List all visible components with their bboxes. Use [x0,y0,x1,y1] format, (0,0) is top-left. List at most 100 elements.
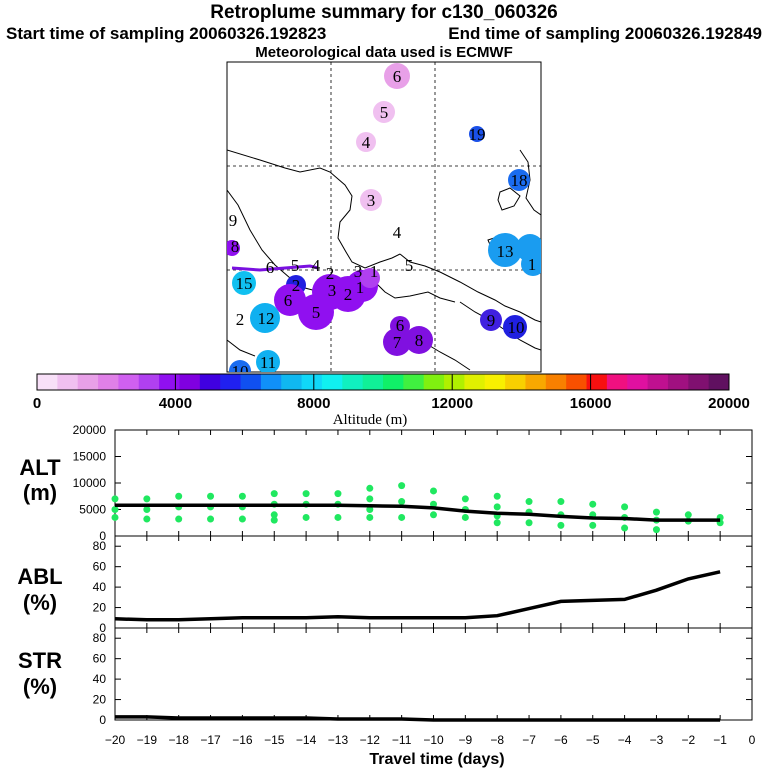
y-tick-label: 20 [93,693,107,707]
coastline [497,187,521,211]
y-tick-label: 40 [93,672,107,686]
x-tick-label: −14 [296,733,317,747]
x-tick-label: −7 [522,733,536,747]
scatter-point [366,484,374,492]
colorbar-tick-label: 12000 [431,395,473,412]
y-tick-label: 10000 [73,476,107,490]
y-tick-label: 20000 [73,423,107,437]
scatter-point [461,495,469,503]
colorbar-cell [505,374,526,390]
plume-circle [503,315,527,339]
scatter-point [143,495,151,503]
x-tick-label: −6 [554,733,568,747]
x-tick-label: −8 [490,733,504,747]
coastline [519,149,541,216]
scatter-point [621,503,629,511]
colorbar-cell [138,374,160,390]
scatter-point [270,516,278,524]
map-label: 5 [405,256,414,275]
colorbar-cell [301,374,323,390]
map-label: 5 [291,256,300,275]
x-tick-label: −15 [264,733,285,747]
map-label: 15 [236,274,253,293]
map-label: 3 [354,262,363,281]
plume-circle [360,268,380,288]
scatter-point [334,513,342,521]
x-tick-label: −2 [681,733,695,747]
map-label: 11 [260,353,276,372]
colorbar-cells [37,374,730,390]
scatter-point [175,515,183,523]
plume-circle [360,189,382,211]
colorbar-tick-label: 8000 [297,395,330,412]
colorbar-cell [606,374,628,390]
map-label: 9 [229,211,238,230]
scatter-point [238,515,246,523]
map-label: 1 [370,262,379,281]
colorbar-tick-label: 20000 [708,395,750,412]
scatter-point [684,511,692,519]
colorbar-cell [281,374,303,390]
colorbar-cell [444,374,465,390]
colorbar-cell [545,374,567,390]
trajectory-line [231,264,319,272]
scatter-point [525,498,533,506]
map-label: 4 [393,223,402,242]
colorbar-cell [159,374,180,390]
scatter-point [557,521,565,529]
map-label: 12 [258,309,275,328]
scatter-point [621,524,629,532]
page-title: Retroplume summary for c130_060326 [210,2,558,23]
colorbar-cell [627,374,649,390]
x-tick-label: −4 [618,733,632,747]
scatter-point [398,498,406,506]
scatter-point [270,490,278,498]
scatter-point [398,482,406,490]
map-label: 13 [497,242,514,261]
colorbar-cell [118,374,140,390]
x-tick-label: −19 [137,733,158,747]
plume-circle [373,101,395,123]
y-tick-label: 60 [93,652,107,666]
scatter-point [143,515,151,523]
scatter-point [366,513,374,521]
y-tick-label: 60 [93,560,107,574]
x-tick-label: −9 [459,733,473,747]
plume-circle [469,126,485,142]
plume-circle [256,350,280,372]
y-tick-label: 0 [99,529,106,543]
map-label: 8 [231,237,240,256]
scatter-point [430,500,437,508]
scatter-point [652,508,660,516]
scatter-point [652,526,660,534]
map-label: 19 [469,125,486,144]
series-line-alt [115,503,721,522]
panel-ylabel-unit: (m) [23,480,57,505]
scatter-point [493,503,501,511]
plume-circle [227,240,240,256]
map-label: 6 [393,67,402,86]
y-tick-label: 20 [93,601,107,615]
colorbar-cell [403,374,425,390]
scatter-point [366,506,374,513]
map-label: 2 [344,285,353,304]
scatter-point [238,492,246,500]
x-tick-label: −5 [586,733,600,747]
plume-circle [488,233,522,267]
colorbar-tick-label: 16000 [570,395,612,412]
scatter-point [111,495,119,503]
colorbar-cell [667,374,689,390]
map-label: 6 [284,291,293,310]
y-tick-label: 5000 [79,503,106,517]
plume-circle [229,360,251,372]
colorbar-cell [179,374,201,390]
colorbar-cell [464,374,486,390]
plume-circles [227,63,541,372]
series-line-abl [114,570,721,622]
map-label: 2 [236,310,245,329]
scatter-point [111,513,119,521]
scatter-point [461,513,469,521]
colorbar-cell [525,374,547,390]
colorbar-cell [199,374,221,390]
